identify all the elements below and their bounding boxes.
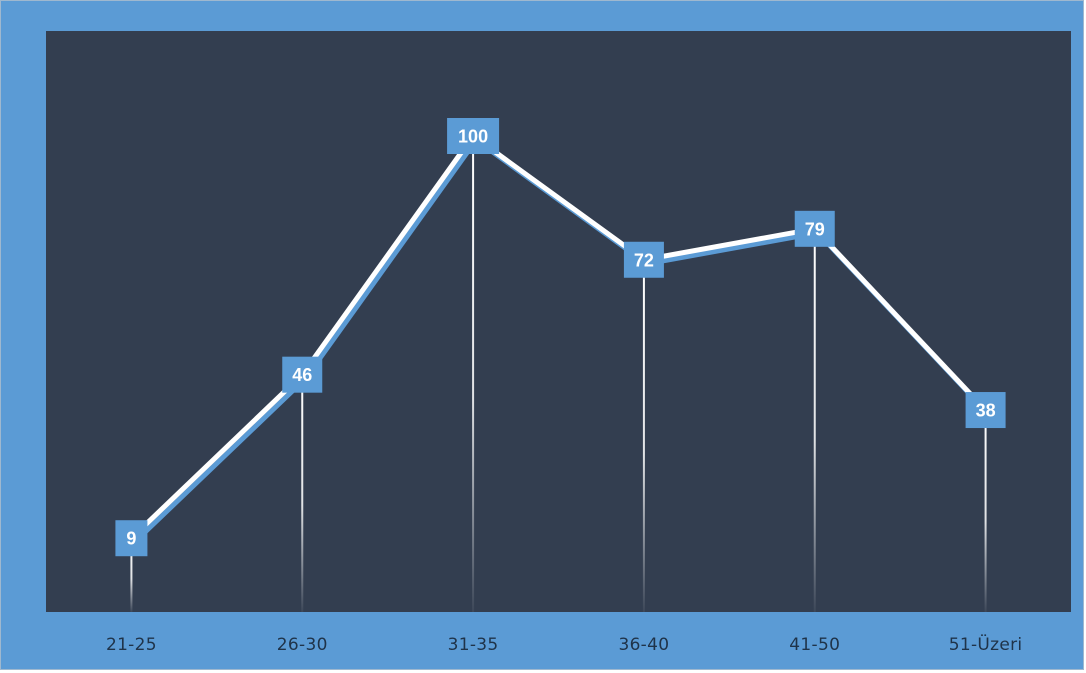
drop-line-21-25	[130, 538, 133, 612]
x-tick-label: 51-Üzeri	[949, 633, 1023, 655]
data-label-26-30: 46	[292, 365, 312, 385]
data-label-21-25: 9	[126, 529, 136, 549]
plot-area	[46, 31, 1071, 612]
series-line-path	[129, 133, 988, 541]
drop-line-36-40	[642, 259, 645, 612]
drop-line-41-50	[813, 228, 816, 612]
drop-line-31-35	[472, 136, 475, 612]
x-axis-tick-labels: 21-25 26-30 31-35 36-40 41-50 51-Üzeri	[106, 633, 1022, 655]
drop-line-26-30	[301, 374, 304, 612]
data-marker-36-40	[623, 241, 664, 278]
drop-lines	[130, 136, 987, 612]
drop-line-51-Üzeri	[984, 410, 987, 612]
data-marker-21-25	[115, 520, 148, 557]
data-marker-31-35	[447, 118, 500, 154]
series-line	[129, 133, 991, 545]
data-markers: 9 46 100 72 79 38	[115, 118, 1006, 557]
data-label-36-40: 72	[634, 250, 654, 270]
data-marker-51-Üzeri	[965, 392, 1006, 429]
x-tick-label: 26-30	[277, 635, 328, 655]
x-tick-label: 21-25	[106, 635, 157, 655]
data-marker-41-50	[794, 210, 835, 247]
data-label-51-Üzeri: 38	[976, 401, 996, 421]
x-tick-label: 31-35	[448, 635, 499, 655]
x-tick-label: 36-40	[618, 635, 669, 655]
data-label-41-50: 79	[805, 219, 825, 239]
data-marker-26-30	[282, 356, 323, 393]
data-label-31-35: 100	[458, 127, 488, 147]
x-tick-label: 41-50	[789, 635, 840, 655]
